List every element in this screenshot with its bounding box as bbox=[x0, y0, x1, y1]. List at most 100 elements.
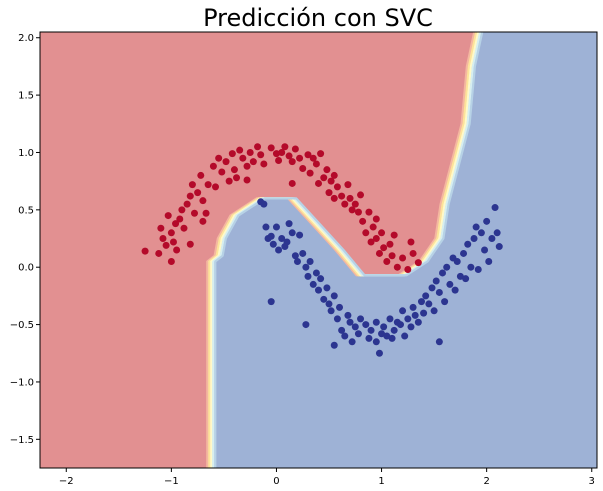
plot-frame bbox=[39, 31, 598, 469]
blue-class-point bbox=[267, 232, 275, 240]
boundary-band bbox=[208, 32, 478, 468]
blue-class-point bbox=[380, 323, 388, 331]
blue-class-point bbox=[472, 223, 480, 231]
y-tick-label: 0.0 bbox=[18, 263, 34, 274]
red-class-point bbox=[365, 208, 373, 216]
blue-class-point bbox=[407, 323, 415, 331]
blue-class-point bbox=[460, 249, 468, 257]
blue-class-point bbox=[451, 286, 459, 294]
blue-class-point bbox=[288, 229, 296, 237]
red-class-point bbox=[344, 181, 352, 189]
red-class-point bbox=[325, 189, 333, 197]
x-tick-label: −2 bbox=[59, 476, 74, 487]
x-tick-label: 3 bbox=[589, 476, 595, 487]
red-class-point bbox=[304, 151, 312, 159]
blue-class-point bbox=[495, 243, 503, 251]
blue-class-point bbox=[388, 334, 396, 342]
blue-class-point bbox=[330, 341, 338, 349]
blue-class-point bbox=[354, 330, 362, 338]
red-class-point bbox=[317, 150, 325, 158]
blue-class-point bbox=[446, 280, 454, 288]
blue-class-point bbox=[422, 292, 430, 300]
red-class-point bbox=[362, 229, 370, 237]
boundary-band bbox=[212, 32, 482, 468]
blue-class-point bbox=[383, 332, 391, 340]
red-class-point bbox=[367, 238, 375, 246]
blue-class-point bbox=[302, 321, 310, 329]
red-class-point bbox=[243, 162, 251, 170]
red-class-point bbox=[228, 150, 236, 158]
blue-class-point bbox=[417, 298, 425, 306]
red-class-point bbox=[202, 209, 210, 217]
blue-class-point bbox=[291, 252, 299, 260]
red-class-point bbox=[320, 174, 328, 182]
red-class-point bbox=[230, 166, 238, 174]
y-tick-label: 1.0 bbox=[18, 148, 34, 159]
blue-class-point bbox=[462, 275, 470, 283]
red-class-point bbox=[312, 160, 320, 168]
blue-class-point bbox=[317, 275, 325, 283]
blue-class-point bbox=[420, 309, 428, 317]
red-class-point bbox=[281, 143, 289, 151]
x-tick-label: 2 bbox=[483, 476, 489, 487]
blue-class-point bbox=[348, 338, 356, 346]
red-class-point bbox=[341, 200, 349, 208]
y-tick-label: −1.5 bbox=[10, 435, 34, 446]
red-class-point bbox=[172, 220, 180, 228]
blue-class-point bbox=[425, 300, 433, 308]
blue-class-point bbox=[435, 338, 443, 346]
red-class-point bbox=[330, 194, 338, 202]
red-class-point bbox=[346, 194, 354, 202]
blue-class-point bbox=[357, 315, 365, 323]
red-region bbox=[40, 32, 479, 468]
blue-class-point bbox=[320, 295, 328, 303]
blue-class-point bbox=[372, 338, 380, 346]
red-class-point bbox=[351, 200, 359, 208]
blue-class-point bbox=[278, 235, 286, 243]
red-class-point bbox=[159, 235, 167, 243]
red-class-point bbox=[233, 174, 241, 182]
blue-class-point bbox=[481, 246, 489, 254]
blue-class-point bbox=[296, 231, 304, 239]
red-class-point bbox=[260, 160, 268, 168]
red-class-point bbox=[359, 217, 367, 225]
blue-class-point bbox=[323, 284, 331, 292]
data-points bbox=[141, 143, 503, 357]
y-tick-label: 1.5 bbox=[18, 91, 34, 102]
red-class-point bbox=[197, 171, 205, 179]
blue-class-point bbox=[488, 235, 496, 243]
blue-class-point bbox=[390, 326, 398, 334]
red-class-point bbox=[390, 231, 398, 239]
red-class-point bbox=[209, 162, 217, 170]
red-class-point bbox=[249, 158, 257, 166]
red-class-point bbox=[218, 168, 226, 176]
blue-class-point bbox=[346, 318, 354, 326]
red-class-point bbox=[169, 238, 177, 246]
blue-class-point bbox=[414, 318, 422, 326]
blue-class-point bbox=[351, 323, 359, 331]
red-class-point bbox=[188, 181, 196, 189]
boundary-band bbox=[206, 32, 476, 468]
red-class-point bbox=[404, 266, 412, 274]
blue-class-point bbox=[269, 240, 277, 248]
red-class-point bbox=[167, 257, 175, 265]
red-class-point bbox=[155, 249, 163, 257]
red-class-point bbox=[409, 249, 417, 257]
red-class-point bbox=[407, 238, 415, 246]
red-class-point bbox=[323, 166, 331, 174]
blue-class-point bbox=[312, 269, 320, 277]
red-class-point bbox=[315, 179, 322, 187]
red-class-point bbox=[375, 249, 383, 257]
blue-class-point bbox=[467, 263, 475, 271]
blue-class-point bbox=[430, 307, 438, 315]
blue-class-point bbox=[493, 229, 501, 237]
blue-class-point bbox=[464, 240, 472, 248]
red-class-point bbox=[388, 252, 396, 260]
red-class-point bbox=[299, 165, 307, 173]
blue-class-point bbox=[409, 303, 417, 311]
blue-class-point bbox=[365, 334, 373, 342]
blue-class-point bbox=[404, 315, 412, 323]
blue-class-point bbox=[378, 330, 386, 338]
